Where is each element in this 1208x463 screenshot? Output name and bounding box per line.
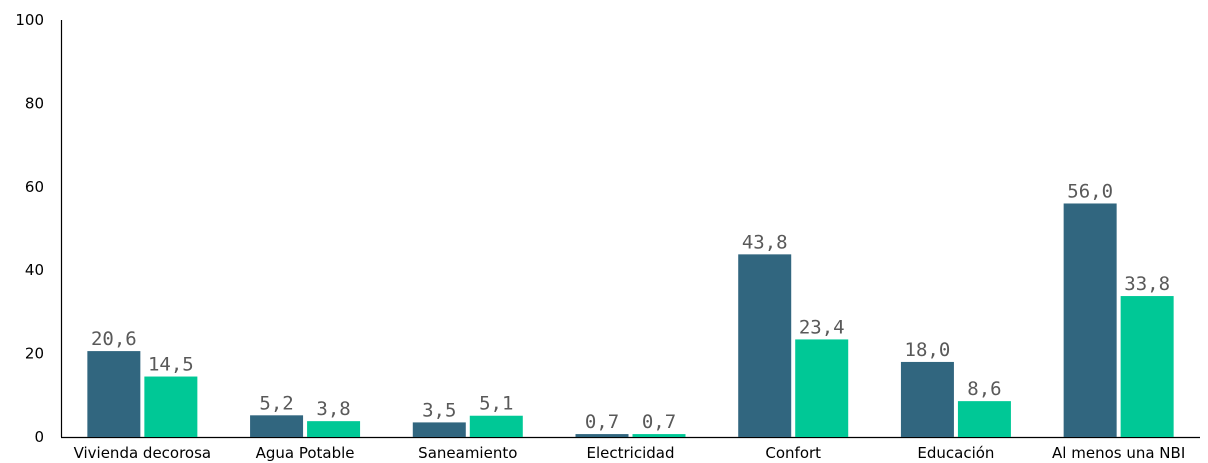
x-category-label: Electricidad	[587, 444, 675, 462]
bar-series-2	[632, 434, 686, 437]
y-tick-label: 20	[25, 345, 44, 363]
y-tick-label: 0	[34, 428, 44, 446]
bar-series-1	[1063, 203, 1117, 437]
data-label: 5,2	[259, 392, 293, 414]
bar-series-2	[795, 339, 849, 437]
x-category-label: Confort	[765, 444, 821, 462]
data-label: 18,0	[905, 339, 951, 361]
bar-series-2	[307, 421, 361, 437]
x-axis: Vivienda decorosa Agua Potable Saneamiento…	[61, 436, 1200, 462]
x-category-label: Agua Potable	[256, 444, 355, 462]
data-label: 0,7	[642, 411, 676, 433]
bar-series-1	[738, 254, 792, 437]
data-label: 33,8	[1124, 273, 1170, 295]
data-label: 14,5	[148, 354, 194, 376]
data-label: 23,4	[799, 316, 845, 338]
data-label: 3,5	[422, 399, 456, 421]
x-category-label: Educación	[917, 444, 994, 462]
bar-series-2	[1120, 296, 1174, 437]
data-label: 8,6	[967, 378, 1001, 400]
bar-series-1	[575, 434, 629, 437]
y-tick-label: 80	[25, 94, 44, 112]
data-label: 3,8	[316, 398, 350, 420]
y-axis: 0 20 40 60 80 100	[15, 11, 63, 446]
data-label: 0,7	[585, 411, 619, 433]
y-tick-label: 100	[15, 11, 44, 29]
bar-series-2	[144, 376, 198, 437]
bar-series-2	[957, 401, 1011, 437]
x-category-label: Vivienda decorosa	[74, 444, 212, 462]
bars	[87, 203, 1174, 437]
data-label: 43,8	[742, 231, 788, 253]
bar-series-1	[900, 361, 954, 437]
data-labels: 20,6 14,5 5,2 3,8 3,5 5,1 0,7 0,7 43,8 23,4 18,0 8,…	[91, 180, 1170, 433]
bar-series-1	[87, 351, 141, 437]
data-label: 20,6	[91, 328, 137, 350]
x-category-label: Saneamiento	[418, 444, 517, 462]
bar-series-1	[250, 415, 304, 437]
y-tick-label: 40	[25, 261, 44, 279]
y-tick-label: 60	[25, 178, 44, 196]
bar-series-2	[469, 415, 523, 437]
data-label: 5,1	[479, 393, 513, 415]
bar-series-1	[412, 422, 466, 437]
data-label: 56,0	[1067, 180, 1113, 202]
x-category-label: Al menos una NBI	[1052, 444, 1185, 462]
